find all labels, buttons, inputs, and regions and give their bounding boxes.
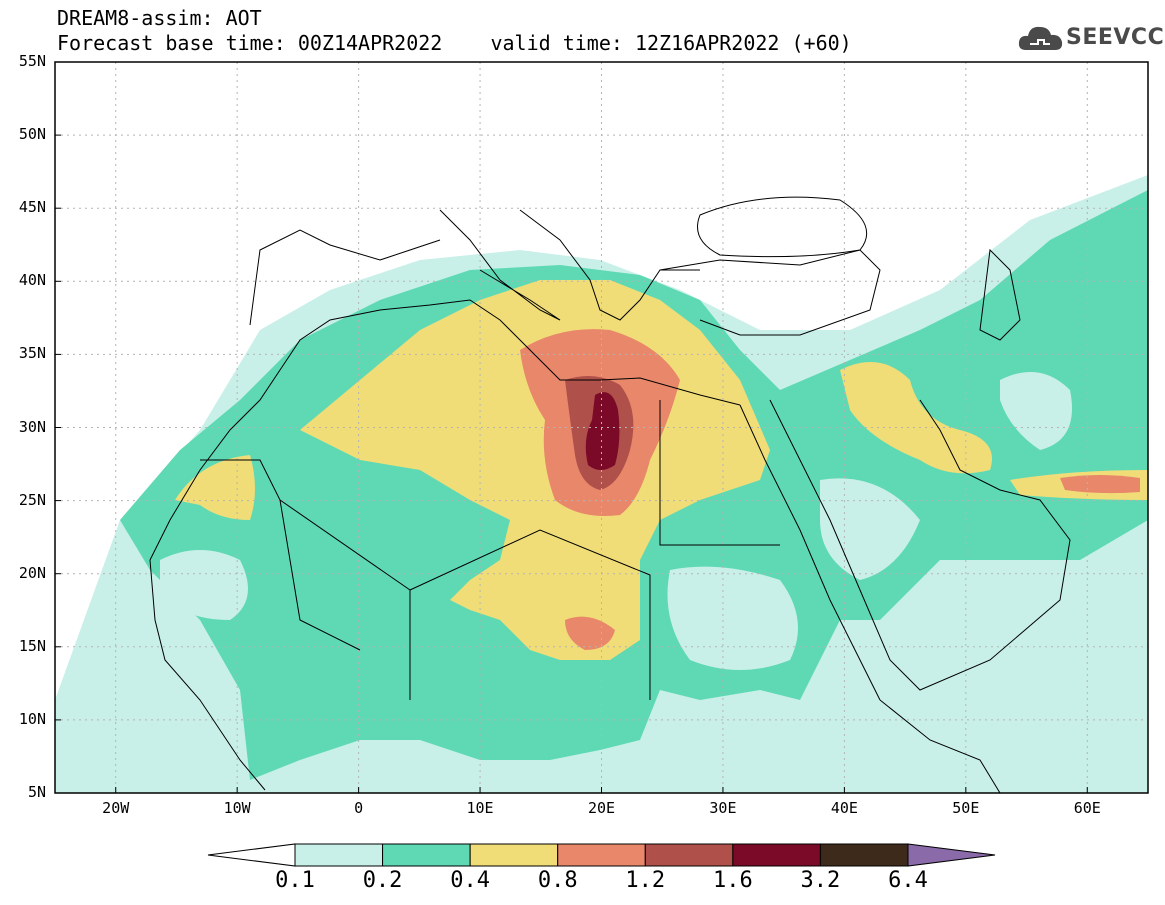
border-libya-egypt: [659, 400, 780, 546]
coast-westafrica: [149, 559, 266, 791]
coast-italy: [439, 209, 561, 321]
aot-hole-sudan: [667, 566, 798, 670]
lat-label: 40N: [18, 271, 46, 290]
colorbar-label: 0.4: [450, 868, 491, 893]
lon-label: 30E: [709, 799, 737, 817]
coast-redsea-west: [739, 404, 881, 701]
lon-label: 20W: [102, 799, 130, 817]
colorbar-label: 3.2: [800, 868, 841, 893]
colorbar-swatch: [557, 843, 646, 867]
coastlines: [149, 196, 1071, 793]
map-title-line1: DREAM8-assim: AOT: [57, 6, 262, 30]
border-algeria-mali: [200, 459, 361, 651]
lat-label: 55N: [18, 52, 46, 70]
colorbar: [207, 843, 996, 867]
coast-balkans-greece: [519, 209, 700, 321]
colorbar-label: 0.2: [362, 868, 403, 893]
lat-label: 15N: [18, 636, 46, 655]
lon-label: 40E: [830, 799, 858, 817]
coast-arabia: [769, 399, 1071, 691]
colorbar-under-arrow: [207, 843, 296, 867]
aot-hole-west: [160, 550, 248, 620]
colorbar-over-arrow: [907, 843, 996, 867]
colorbar-label: 1.2: [625, 868, 666, 893]
colorbar-swatch: [469, 843, 559, 867]
colorbar-label: 0.8: [537, 868, 578, 893]
coast-blacksea: [697, 196, 868, 258]
lon-label: 0: [354, 799, 364, 817]
colorbar-swatch: [732, 843, 821, 867]
lat-label: 25N: [18, 490, 46, 509]
coast-caspian: [979, 248, 1021, 341]
lat-label: 5N: [27, 783, 46, 801]
lon-label: 60E: [1073, 799, 1101, 817]
colorbar-swatch: [294, 843, 384, 867]
aot-level-0.4-westsahara: [175, 455, 255, 520]
lon-label: 10E: [466, 799, 494, 817]
lat-label: 45N: [18, 198, 46, 217]
seevccc-logo: SEEVCCC: [1018, 22, 1165, 58]
cloud-icon: [1018, 26, 1063, 50]
lat-label: 10N: [18, 709, 46, 728]
aot-level-0.8-south: [565, 616, 615, 650]
colorbar-swatch: [382, 843, 471, 867]
lon-label: 10W: [223, 799, 251, 817]
lat-label: 35N: [18, 344, 46, 363]
aot-hole-iran: [1000, 372, 1072, 450]
lat-label: 30N: [18, 417, 46, 436]
colorbar-label: 1.6: [712, 868, 753, 893]
logo-text: SEEVCCC: [1066, 25, 1165, 50]
coast-hornofafrica: [879, 699, 1001, 793]
colorbar-label: 6.4: [888, 868, 928, 893]
colorbar-swatch: [644, 843, 734, 867]
coast-anatolia: [659, 249, 881, 336]
colorbar-label: 0.1: [275, 868, 315, 893]
map-grid: [55, 62, 1148, 793]
aot-level-0.4-arabia: [840, 362, 992, 474]
coast-iberia: [249, 229, 441, 326]
aot-level-0.8-gulf: [1060, 475, 1140, 494]
lat-label: 20N: [18, 563, 46, 582]
coast-northafrica: [149, 299, 741, 561]
border-sahara-2: [409, 529, 651, 700]
lat-label: 50N: [18, 125, 46, 144]
lon-label: 50E: [952, 799, 980, 817]
colorbar-swatch: [819, 843, 909, 867]
map-title-line2: Forecast base time: 00Z14APR2022 valid t…: [57, 31, 852, 55]
axis-ticks: [55, 61, 1088, 794]
aot-level-1.6: [585, 392, 620, 470]
lon-label: 20E: [587, 799, 616, 817]
